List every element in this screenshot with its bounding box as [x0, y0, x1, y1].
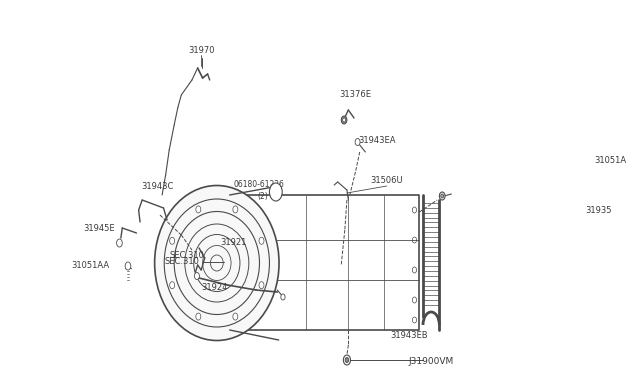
Circle shape: [116, 239, 122, 247]
Text: SEC.310: SEC.310: [164, 257, 200, 266]
Text: B: B: [273, 189, 278, 195]
Text: SEC.310: SEC.310: [170, 251, 204, 260]
Circle shape: [233, 206, 238, 213]
Circle shape: [281, 294, 285, 300]
Circle shape: [345, 357, 349, 362]
Circle shape: [125, 262, 131, 270]
Text: 31943C: 31943C: [141, 182, 174, 190]
Circle shape: [439, 192, 445, 200]
Circle shape: [195, 273, 200, 279]
Text: 06180-61226: 06180-61226: [234, 180, 284, 189]
Circle shape: [412, 317, 417, 323]
Text: J31900VM: J31900VM: [409, 357, 454, 366]
Circle shape: [412, 267, 417, 273]
Ellipse shape: [155, 186, 279, 340]
Text: 31970: 31970: [188, 45, 214, 55]
Text: (2): (2): [258, 192, 268, 201]
Text: 31051AA: 31051AA: [71, 262, 109, 270]
Text: 31924: 31924: [201, 283, 227, 292]
Circle shape: [342, 118, 346, 122]
Text: 31376E: 31376E: [339, 90, 371, 99]
Circle shape: [196, 206, 201, 213]
Text: 31051A: 31051A: [594, 155, 626, 164]
Circle shape: [355, 138, 360, 145]
Text: 31921: 31921: [220, 237, 246, 247]
Circle shape: [412, 237, 417, 243]
Text: 31506U: 31506U: [371, 176, 403, 185]
Text: 31935: 31935: [586, 205, 612, 215]
Text: 31943EA: 31943EA: [358, 135, 396, 144]
Circle shape: [344, 355, 351, 365]
Circle shape: [269, 183, 282, 201]
Text: 31943EB: 31943EB: [390, 331, 428, 340]
Circle shape: [412, 207, 417, 213]
Circle shape: [259, 282, 264, 289]
Circle shape: [412, 297, 417, 303]
Circle shape: [259, 237, 264, 244]
Circle shape: [196, 313, 201, 320]
Circle shape: [170, 237, 175, 244]
Circle shape: [170, 282, 175, 289]
Text: 31945E: 31945E: [84, 224, 115, 232]
Circle shape: [233, 313, 238, 320]
Circle shape: [341, 116, 347, 124]
Circle shape: [441, 194, 444, 198]
